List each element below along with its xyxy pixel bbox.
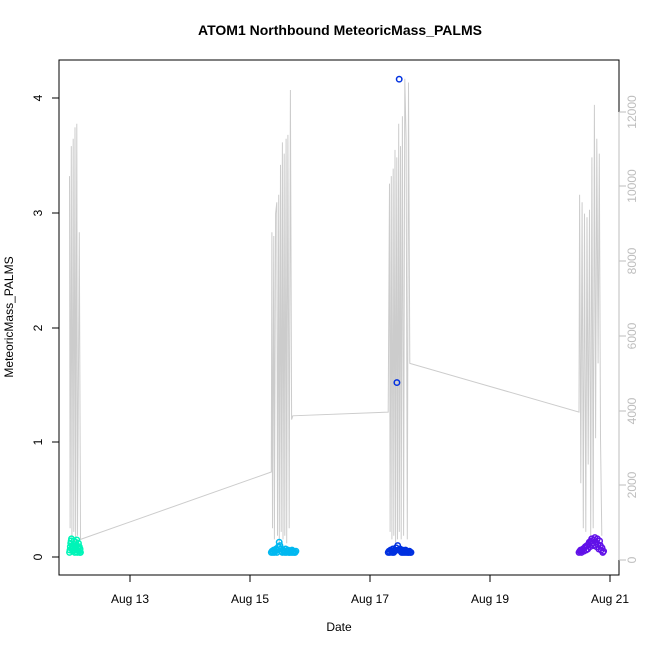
data-point xyxy=(395,75,403,83)
y2-tick-label: 10000 xyxy=(625,169,639,203)
x-tick-label: Aug 21 xyxy=(591,592,629,606)
x-tick-label: Aug 19 xyxy=(471,592,509,606)
y2-tick-label: 0 xyxy=(625,556,639,563)
x-tick-label: Aug 17 xyxy=(351,592,389,606)
y2-tick-label: 12000 xyxy=(625,95,639,129)
data-points xyxy=(66,75,608,556)
y-tick-label: 0 xyxy=(31,553,45,560)
plot-frame xyxy=(58,59,620,576)
y-tick-label: 1 xyxy=(31,438,45,445)
y2-tick-label: 8000 xyxy=(625,247,639,274)
data-point xyxy=(407,548,415,556)
y2-tick-label: 2000 xyxy=(625,471,639,498)
data-point xyxy=(600,547,608,555)
series-2 xyxy=(267,538,300,556)
series-3 xyxy=(384,75,415,556)
y-tick-label: 2 xyxy=(31,324,45,331)
y-axis-label: MeteoricMass_PALMS xyxy=(2,256,16,377)
x-tick-label: Aug 15 xyxy=(231,592,269,606)
x-axis: Aug 13 Aug 15 Aug 17 Aug 19 Aug 21 xyxy=(111,574,629,606)
series-1 xyxy=(66,535,84,556)
y-tick-label: 3 xyxy=(31,209,45,216)
chart-title: ATOM1 Northbound MeteoricMass_PALMS xyxy=(198,22,482,38)
data-point xyxy=(77,548,84,556)
data-point xyxy=(393,379,401,387)
y-axis-left: 0 1 2 3 4 xyxy=(31,94,60,560)
series-4 xyxy=(575,534,608,556)
altitude-line xyxy=(69,78,603,544)
y2-tick-label: 6000 xyxy=(625,322,639,349)
x-axis-label: Date xyxy=(326,620,352,634)
y2-tick-label: 4000 xyxy=(625,397,639,424)
y-tick-label: 4 xyxy=(31,94,45,101)
altitude-line xyxy=(69,78,603,544)
data-point xyxy=(73,536,81,544)
x-tick-label: Aug 13 xyxy=(111,592,149,606)
data-point xyxy=(76,545,84,553)
y-axis-right: 0 2000 4000 6000 8000 10000 12000 xyxy=(618,95,639,563)
data-point xyxy=(275,538,283,546)
data-point xyxy=(292,547,300,555)
